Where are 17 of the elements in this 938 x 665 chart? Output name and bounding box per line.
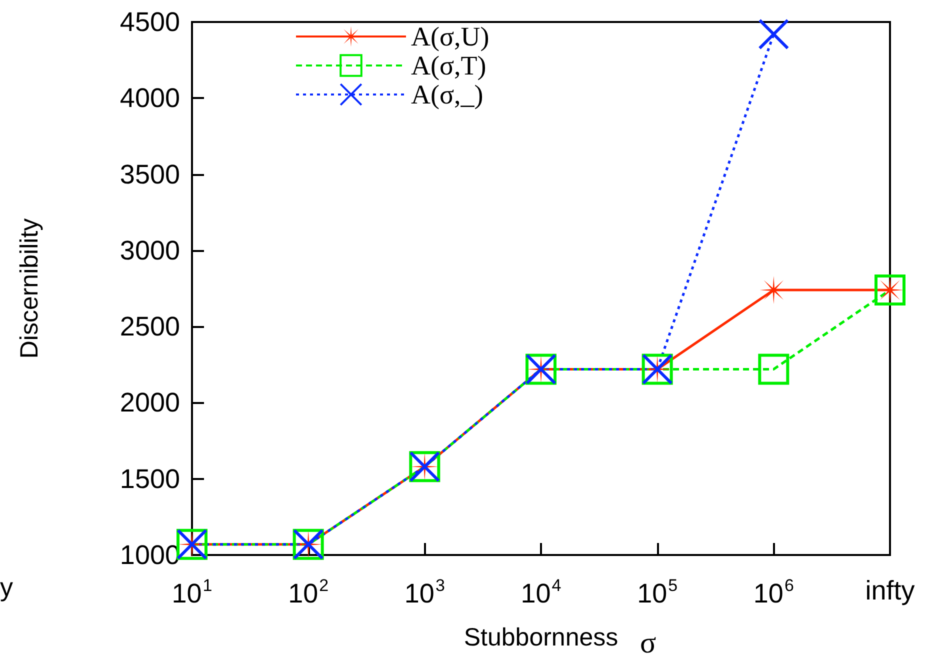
text: σ (640, 626, 656, 660)
x-tick-label: infty (865, 576, 916, 606)
y-tick-label: 2000 (120, 388, 180, 418)
legend-label: A(σ,U) (411, 22, 490, 52)
text: y (0, 572, 13, 602)
legend-label: A(σ,_) (411, 80, 484, 110)
y-tick-label: 3500 (120, 159, 180, 190)
y-tick-label: 4500 (120, 7, 180, 37)
y-tick-label: 3000 (120, 235, 180, 266)
point (758, 18, 790, 50)
y-tick-label: 1500 (120, 464, 180, 494)
y-tick-label: 4000 (120, 83, 180, 114)
point (758, 354, 790, 385)
y-axis-title: Discernibility (16, 218, 44, 359)
y-tick-label: 2500 (120, 312, 180, 342)
x-axis-title: Stubbornness (464, 624, 618, 652)
legend-label: A(σ,T) (411, 50, 486, 80)
